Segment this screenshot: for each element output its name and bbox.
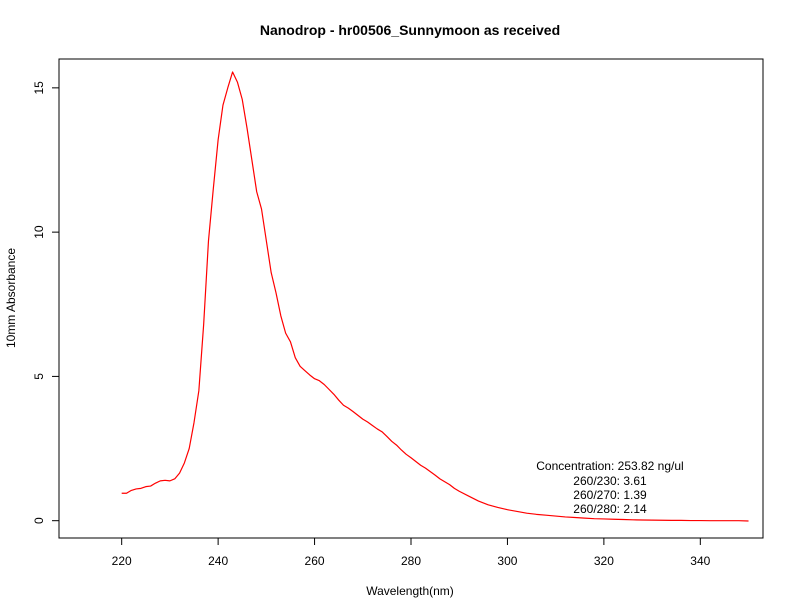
x-tick-label: 340 xyxy=(690,554,710,568)
series-line xyxy=(121,71,749,522)
x-axis-label: Wavelength(nm) xyxy=(366,584,454,598)
chart-title: Nanodrop - hr00506_Sunnymoon as received xyxy=(260,22,560,38)
annotation-ratio-260-270: 260/270: 1.39 xyxy=(573,488,647,502)
x-axis: 220 240 260 280 300 320 340 xyxy=(112,537,711,568)
x-tick-label: 260 xyxy=(305,554,325,568)
y-axis-label: 10mm Absorbance xyxy=(4,248,18,348)
y-axis: 0 5 10 15 xyxy=(32,81,60,524)
annotation-ratio-260-280: 260/280: 2.14 xyxy=(573,502,647,516)
x-tick-label: 220 xyxy=(112,554,132,568)
y-tick-label: 15 xyxy=(32,81,46,95)
x-tick-label: 240 xyxy=(208,554,228,568)
annotation-concentration: Concentration: 253.82 ng/ul xyxy=(536,459,683,473)
x-tick-label: 300 xyxy=(497,554,517,568)
y-tick-label: 10 xyxy=(32,225,46,239)
annotation-ratio-260-230: 260/230: 3.61 xyxy=(573,474,647,488)
x-tick-label: 320 xyxy=(594,554,614,568)
x-tick-label: 280 xyxy=(401,554,421,568)
series-layer xyxy=(121,71,749,522)
y-tick-label: 5 xyxy=(32,373,46,380)
y-tick-label: 0 xyxy=(32,517,46,524)
